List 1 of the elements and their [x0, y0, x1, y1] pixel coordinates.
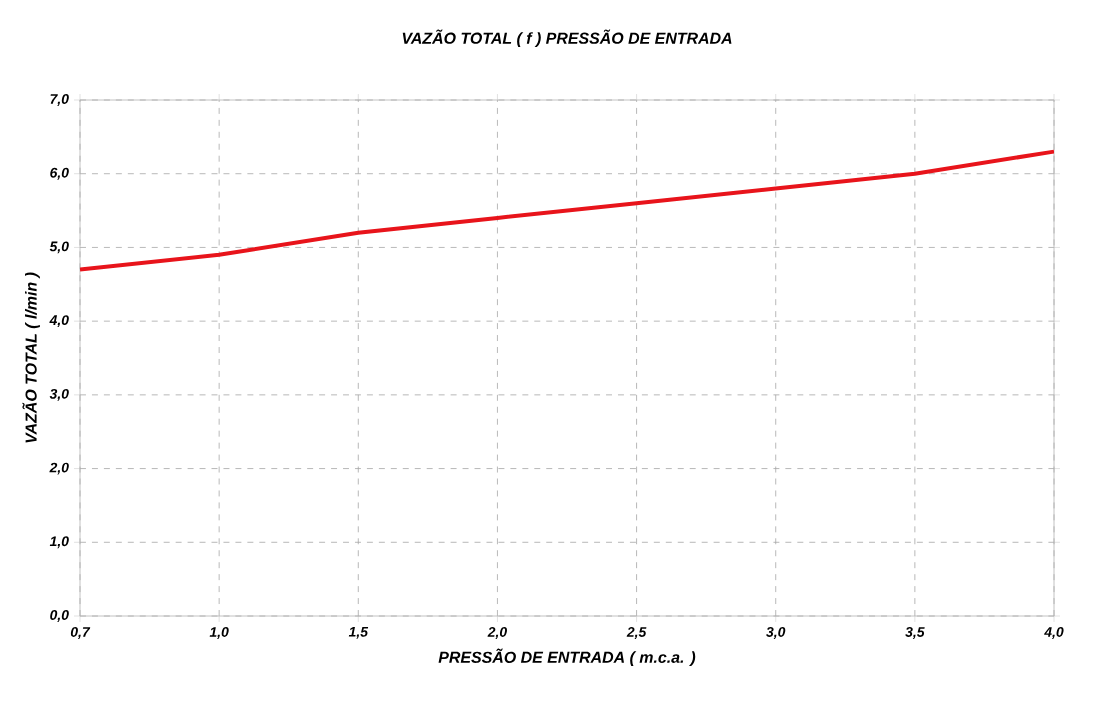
line-series: [80, 149, 1055, 272]
